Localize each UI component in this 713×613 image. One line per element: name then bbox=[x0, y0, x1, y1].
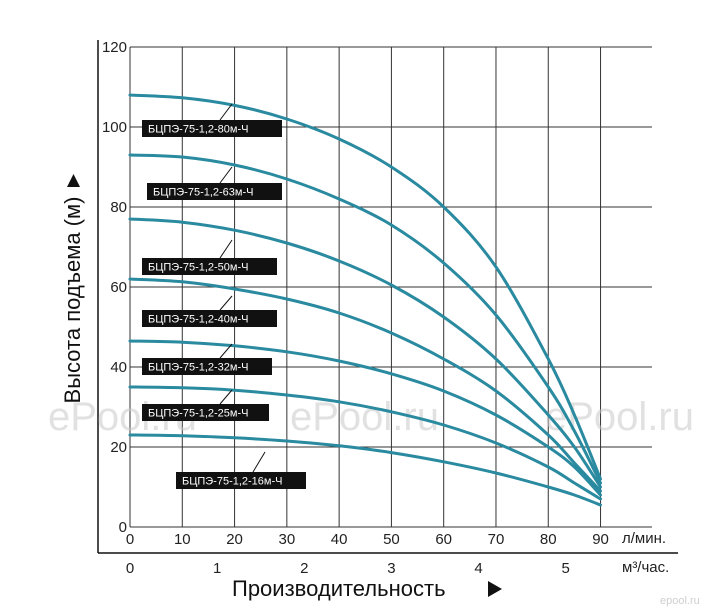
x-tick-label-top: 60 bbox=[435, 531, 452, 548]
x-tick-label-top: 40 bbox=[331, 531, 348, 548]
series-line bbox=[128, 339, 602, 497]
x-unit-bottom-label: м³/час. bbox=[622, 559, 669, 576]
series-label-box bbox=[142, 310, 277, 327]
series-line bbox=[128, 93, 602, 481]
brand-mark: epool.ru bbox=[660, 595, 700, 607]
series-label-box bbox=[142, 120, 282, 137]
y-tick-label: 20 bbox=[110, 439, 127, 456]
x-axis-title: Производительность bbox=[232, 576, 446, 601]
y-axis-arrow-icon bbox=[67, 174, 80, 187]
label-leader-line bbox=[219, 389, 233, 405]
series-label: БЦПЭ-75-1,2-25м-Ч bbox=[148, 408, 248, 420]
x-tick-label-top: 0 bbox=[126, 531, 134, 548]
x-axis-arrow-icon bbox=[488, 581, 502, 597]
series-label: БЦПЭ-75-1,2-50м-Ч bbox=[148, 262, 248, 274]
performance-curves bbox=[128, 93, 602, 507]
label-leader-line bbox=[219, 295, 233, 311]
y-tick-label: 100 bbox=[102, 119, 127, 136]
label-leader-line bbox=[219, 239, 233, 259]
series-line bbox=[128, 433, 602, 507]
series-label: БЦПЭ-75-1,2-63м-Ч bbox=[153, 187, 253, 199]
series-label-box bbox=[142, 404, 269, 421]
series-line bbox=[128, 277, 602, 493]
x-tick-label-bottom: 2 bbox=[300, 560, 308, 577]
x-tick-label-top: 90 bbox=[592, 531, 609, 548]
x-tick-label-top: 30 bbox=[279, 531, 296, 548]
y-tick-label: 0 bbox=[119, 519, 127, 536]
y-tick-label: 40 bbox=[110, 359, 127, 376]
x-tick-label-top: 70 bbox=[488, 531, 505, 548]
x-tick-label-top: 80 bbox=[540, 531, 557, 548]
x-tick-label-bottom: 5 bbox=[562, 560, 570, 577]
x-tick-label-bottom: 3 bbox=[387, 560, 395, 577]
series-label: БЦПЭ-75-1,2-32м-Ч bbox=[148, 362, 248, 374]
x-unit-top-label: л/мин. bbox=[622, 530, 666, 547]
series-line bbox=[128, 153, 602, 485]
series-line bbox=[128, 217, 602, 489]
series-label: БЦПЭ-75-1,2-40м-Ч bbox=[148, 314, 248, 326]
x-tick-label-top: 10 bbox=[174, 531, 191, 548]
grid bbox=[129, 46, 652, 528]
x-tick-label-bottom: 1 bbox=[213, 560, 221, 577]
y-tick-label: 60 bbox=[110, 279, 127, 296]
y-axis-title: Высота подъема (м) bbox=[60, 197, 85, 404]
series-label: БЦПЭ-75-1,2-16м-Ч bbox=[182, 476, 282, 488]
label-leader-line bbox=[219, 343, 233, 359]
series-label-box bbox=[147, 183, 282, 200]
series-label-box bbox=[176, 472, 306, 489]
plot-frame bbox=[97, 40, 678, 554]
x-tick-label-top: 50 bbox=[383, 531, 400, 548]
tick-labels: 0 20 40 60 80 100 120 0 10 20 30 40 50 60 70 80 90 0 1 2 3 4 5 bbox=[102, 39, 609, 577]
label-leader-line bbox=[219, 103, 233, 121]
series-label-box bbox=[142, 358, 272, 375]
series-line bbox=[128, 385, 602, 501]
series-labels: БЦПЭ-75-1,2-80м-Ч БЦПЭ-75-1,2-63м-Ч БЦПЭ-7… bbox=[142, 103, 306, 489]
x-tick-label-bottom: 4 bbox=[474, 560, 482, 577]
y-tick-label: 120 bbox=[102, 39, 127, 56]
label-leader-line bbox=[219, 166, 233, 184]
y-tick-label: 80 bbox=[110, 199, 127, 216]
series-label: БЦПЭ-75-1,2-80м-Ч bbox=[148, 124, 248, 136]
x-tick-label-bottom: 0 bbox=[126, 560, 134, 577]
x-tick-label-top: 20 bbox=[226, 531, 243, 548]
series-label-box bbox=[142, 258, 277, 275]
label-leader-line bbox=[252, 451, 266, 473]
